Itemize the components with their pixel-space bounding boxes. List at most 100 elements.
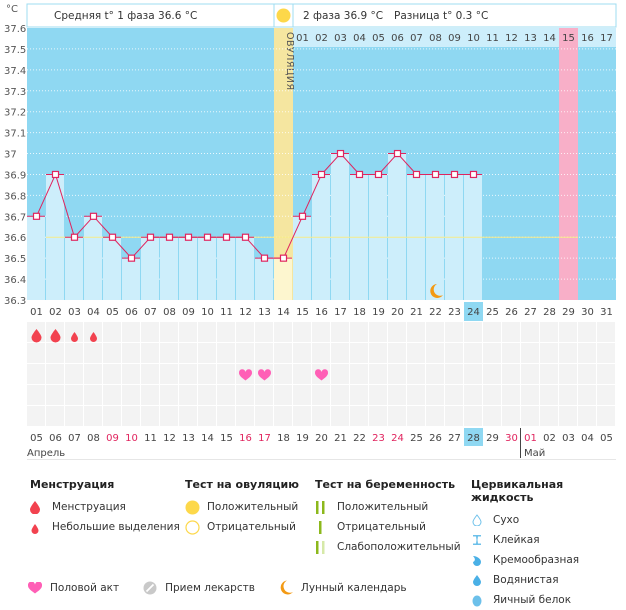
cycle-day-label: 13 bbox=[258, 307, 271, 318]
y-tick-label: 37.1 bbox=[4, 129, 26, 140]
calendar-cell bbox=[274, 322, 292, 342]
legend-item: Положительный bbox=[337, 501, 429, 513]
calendar-cell bbox=[198, 406, 216, 426]
calendar-cell bbox=[445, 322, 463, 342]
calendar-cell bbox=[350, 343, 368, 363]
calendar-cell bbox=[27, 364, 45, 384]
y-tick-label: 37.2 bbox=[4, 108, 26, 119]
calendar-cell bbox=[255, 406, 273, 426]
calendar-cell bbox=[445, 385, 463, 405]
legend-item: Кремообразная bbox=[493, 554, 580, 566]
calendar-cell bbox=[103, 385, 121, 405]
legend-item: Положительный bbox=[207, 501, 299, 513]
calendar-date-label: 08 bbox=[87, 433, 100, 444]
temperature-point bbox=[51, 170, 60, 179]
calendar-cell bbox=[521, 322, 539, 342]
legend-ovulation-test: Тест на овуляцию Положительный Отрицател… bbox=[185, 478, 299, 537]
calendar-cell bbox=[274, 343, 292, 363]
calendar-cell bbox=[540, 322, 558, 342]
calendar-date-label: 16 bbox=[239, 433, 252, 444]
calendar-cell bbox=[179, 343, 197, 363]
calendar-cell bbox=[198, 364, 216, 384]
calendar-cell bbox=[559, 406, 577, 426]
calendar-cell bbox=[369, 406, 387, 426]
month-label: Май bbox=[524, 448, 545, 459]
y-tick-label: 37.4 bbox=[4, 66, 26, 77]
temperature-bar bbox=[255, 258, 273, 300]
temperature-bar bbox=[122, 258, 140, 300]
calendar-date-label: 13 bbox=[182, 433, 195, 444]
calendar-cell bbox=[274, 364, 292, 384]
calendar-cell bbox=[559, 343, 577, 363]
calendar-date-label: 10 bbox=[125, 433, 138, 444]
calendar-date-label: 12 bbox=[163, 433, 176, 444]
legend-item: Слабоположительный bbox=[337, 541, 461, 553]
legend-title: Менструация bbox=[30, 478, 115, 491]
ovulation-negative-icon bbox=[185, 519, 207, 535]
y-tick-label: 37.5 bbox=[4, 45, 26, 56]
calendar-cell bbox=[597, 385, 615, 405]
calendar-cell bbox=[483, 406, 501, 426]
sticky-icon bbox=[471, 534, 493, 546]
calendar-cell bbox=[65, 406, 83, 426]
calendar-cell bbox=[122, 343, 140, 363]
calendar-cell bbox=[407, 406, 425, 426]
legend-item: Отрицательный bbox=[337, 521, 426, 533]
cycle-day-label: 07 bbox=[144, 307, 157, 318]
egg-white-icon bbox=[471, 594, 493, 607]
bbt-chart: °C Средняя t° 1 фаза 36.6 °C 2 фаза 36.9… bbox=[4, 3, 617, 460]
calendar-date-label: 05 bbox=[600, 433, 613, 444]
menstruation-drop-icon bbox=[50, 329, 61, 343]
phase2-day-label: 08 bbox=[429, 33, 442, 44]
pregnancy-weak-icon bbox=[315, 540, 337, 554]
phase2-day-label: 12 bbox=[505, 33, 518, 44]
cycle-day-label: 04 bbox=[87, 307, 100, 318]
phase2-average: 2 фаза 36.9 °C bbox=[303, 10, 383, 22]
cycle-day-label: 29 bbox=[562, 307, 575, 318]
calendar-cell bbox=[141, 322, 159, 342]
phase2-day-label: 16 bbox=[581, 33, 594, 44]
calendar-cell bbox=[312, 322, 330, 342]
calendar-date-label: 26 bbox=[429, 433, 442, 444]
calendar-cell bbox=[65, 322, 83, 342]
cycle-day-label: 22 bbox=[429, 307, 442, 318]
calendar-cell bbox=[369, 364, 387, 384]
temperature-bar bbox=[198, 237, 216, 300]
cycle-day-label: 19 bbox=[372, 307, 385, 318]
cycle-day-label: 20 bbox=[391, 307, 404, 318]
calendar-cell bbox=[350, 385, 368, 405]
temperature-bar bbox=[236, 237, 254, 300]
temperature-bar bbox=[160, 237, 178, 300]
calendar-cell bbox=[27, 385, 45, 405]
creamy-icon bbox=[471, 554, 493, 566]
menstruation-drop-icon bbox=[30, 500, 52, 514]
calendar-date-label: 06 bbox=[49, 433, 62, 444]
cycle-day-label: 27 bbox=[524, 307, 537, 318]
calendar-cell bbox=[559, 385, 577, 405]
temperature-bar bbox=[103, 237, 121, 300]
calendar-cell bbox=[407, 364, 425, 384]
calendar-cell bbox=[426, 343, 444, 363]
heart-icon bbox=[257, 369, 272, 381]
calendar-date-label: 24 bbox=[391, 433, 404, 444]
y-tick-label: 37 bbox=[4, 150, 17, 161]
cycle-day-label: 18 bbox=[353, 307, 366, 318]
temperature-bar bbox=[65, 237, 83, 300]
calendar-cell bbox=[84, 364, 102, 384]
temperature-point bbox=[89, 212, 98, 220]
spotting-drop-icon bbox=[71, 332, 78, 342]
calendar-cell bbox=[331, 385, 349, 405]
calendar-cell bbox=[65, 364, 83, 384]
temperature-point bbox=[336, 149, 345, 158]
legend-item: Клейкая bbox=[493, 534, 540, 546]
pregnancy-positive-icon bbox=[315, 500, 337, 514]
calendar-cell bbox=[521, 364, 539, 384]
calendar-cell bbox=[464, 406, 482, 426]
calendar-cell bbox=[293, 364, 311, 384]
spotting-drop-icon bbox=[30, 521, 52, 534]
menstruation-drop-icon bbox=[31, 329, 42, 343]
temperature-point bbox=[279, 254, 288, 262]
calendar-cell bbox=[578, 322, 596, 342]
legend-pregnancy-test: Тест на беременность Положительный Отриц… bbox=[315, 478, 461, 557]
temperature-point bbox=[374, 170, 383, 179]
